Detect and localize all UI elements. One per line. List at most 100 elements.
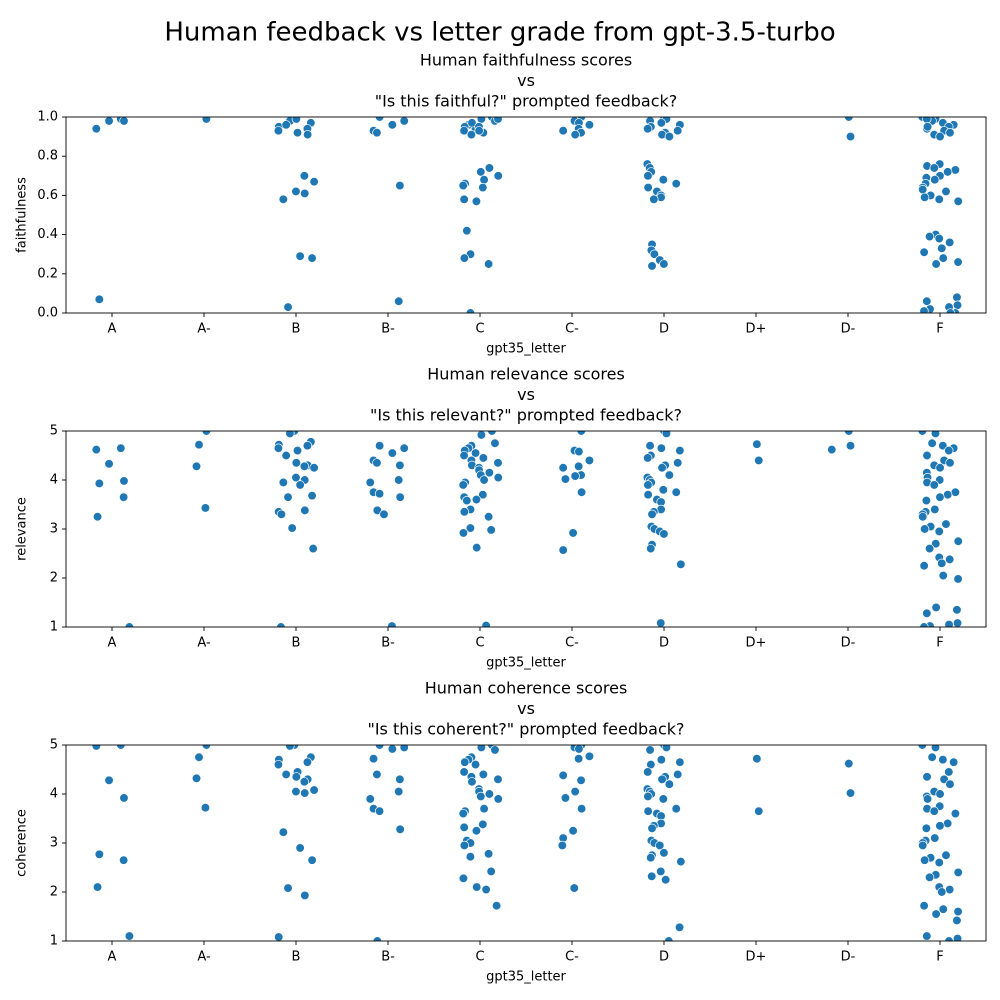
point xyxy=(952,933,963,941)
point xyxy=(584,751,595,761)
chart-title: vs xyxy=(517,385,535,404)
point xyxy=(844,758,854,769)
point xyxy=(119,476,129,486)
point xyxy=(918,184,928,195)
x-axis-label: gpt35_letter xyxy=(486,656,566,671)
point xyxy=(919,901,929,911)
point xyxy=(950,808,961,819)
point xyxy=(584,120,595,130)
point xyxy=(931,259,941,269)
point xyxy=(944,619,954,627)
point xyxy=(659,259,669,269)
point xyxy=(646,543,656,554)
point xyxy=(945,128,955,138)
y-axis-label: coherence xyxy=(15,809,30,877)
point xyxy=(943,167,953,177)
point xyxy=(934,526,944,537)
point xyxy=(934,233,944,244)
point xyxy=(658,175,668,185)
point xyxy=(307,855,317,865)
y-axis-label: faithfulness xyxy=(15,177,30,253)
y-tick-label: 0.0 xyxy=(37,306,58,321)
point xyxy=(273,443,284,453)
point xyxy=(291,186,301,197)
point xyxy=(827,444,837,455)
point xyxy=(295,480,305,490)
x-axis-label: gpt35_letter xyxy=(486,342,566,357)
point xyxy=(935,492,945,502)
point xyxy=(365,794,375,804)
point xyxy=(844,117,854,122)
y-tick-label: 0.4 xyxy=(37,227,58,242)
x-tick-label: C xyxy=(475,950,484,965)
point xyxy=(191,773,202,783)
point xyxy=(387,745,397,754)
point xyxy=(486,866,496,877)
x-tick-label: D+ xyxy=(746,950,767,965)
point xyxy=(481,620,491,627)
point xyxy=(200,503,211,513)
point xyxy=(194,752,204,762)
point xyxy=(929,480,939,490)
point xyxy=(845,788,856,798)
point xyxy=(458,873,469,883)
point xyxy=(656,443,667,453)
point xyxy=(94,294,104,304)
point xyxy=(659,848,669,858)
point xyxy=(945,308,956,313)
point xyxy=(484,163,495,173)
point xyxy=(573,754,584,764)
point xyxy=(941,186,951,197)
y-tick-label: 2 xyxy=(50,571,58,586)
point xyxy=(458,180,468,191)
point xyxy=(283,883,293,893)
point xyxy=(952,618,963,627)
point xyxy=(465,852,476,862)
x-tick-label: F xyxy=(936,322,943,337)
point xyxy=(752,754,762,764)
x-tick-label: B- xyxy=(381,950,395,965)
x-tick-label: B xyxy=(292,322,301,337)
point xyxy=(922,794,933,804)
y-tick-label: 0.6 xyxy=(37,188,58,203)
point xyxy=(483,849,494,859)
chart-title: vs xyxy=(517,71,535,90)
figure-title: Human feedback vs letter grade from gpt-… xyxy=(164,18,835,48)
chart-title: "Is this relevant?" prompted feedback? xyxy=(370,406,682,425)
point xyxy=(291,458,301,468)
point xyxy=(647,261,657,271)
x-tick-label: A- xyxy=(197,950,211,965)
point xyxy=(493,794,503,804)
point xyxy=(674,922,685,932)
point xyxy=(938,755,948,765)
plot-area xyxy=(91,745,963,941)
x-tick-label: D- xyxy=(841,950,856,965)
x-tick-label: F xyxy=(936,636,943,651)
point xyxy=(471,494,482,505)
point xyxy=(479,804,489,814)
point xyxy=(570,129,580,140)
point xyxy=(922,296,932,306)
point xyxy=(673,458,683,468)
point xyxy=(374,117,385,122)
point xyxy=(643,480,653,490)
point xyxy=(118,855,129,865)
y-tick-label: 5 xyxy=(50,738,58,753)
point xyxy=(935,821,945,831)
point xyxy=(491,901,502,911)
point xyxy=(470,759,481,770)
point xyxy=(574,446,584,457)
point xyxy=(656,618,666,627)
point xyxy=(283,302,293,312)
point xyxy=(574,745,584,754)
point xyxy=(647,871,657,881)
point xyxy=(659,529,669,539)
point xyxy=(395,824,405,834)
point xyxy=(945,458,955,468)
point xyxy=(276,509,287,519)
y-tick-label: 0.8 xyxy=(37,149,58,164)
point xyxy=(945,779,955,789)
point xyxy=(291,472,301,483)
point xyxy=(479,475,489,485)
